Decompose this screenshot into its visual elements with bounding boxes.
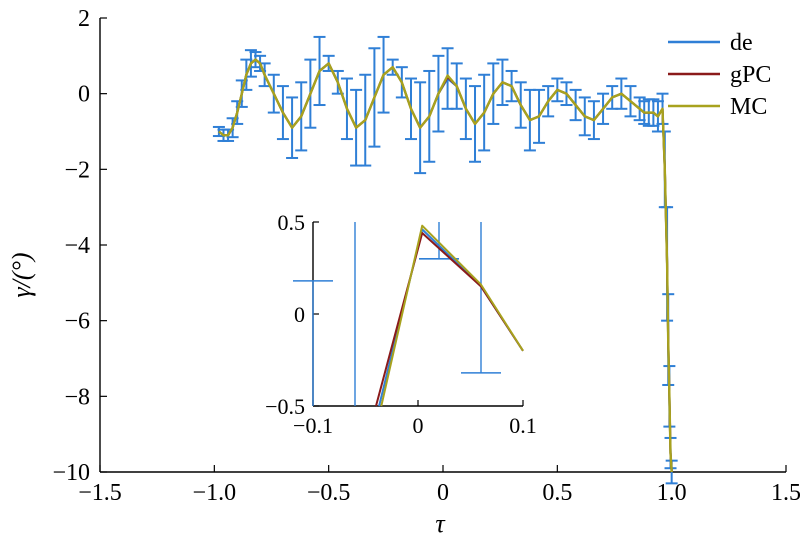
inset-x-tick-label: 0.1 <box>509 413 537 438</box>
y-tick-label: 2 <box>78 6 90 32</box>
x-tick-label: 0.5 <box>542 480 572 506</box>
inset-background <box>313 222 523 406</box>
legend-label: MC <box>730 94 767 120</box>
y-axis-label: γ/(°) <box>7 252 36 297</box>
legend-label: de <box>730 30 753 56</box>
x-tick-label: −0.5 <box>307 480 351 506</box>
inset-series-line-MC <box>380 224 524 407</box>
y-tick-label: −10 <box>52 460 90 486</box>
legend-item-MC: MC <box>668 94 767 120</box>
main-series <box>218 58 673 473</box>
inset-x-tick-label: 0 <box>413 413 424 438</box>
y-tick-label: −8 <box>64 384 90 410</box>
inset-x-tick-label: −0.1 <box>293 413 333 438</box>
x-axis-label: τ <box>435 509 446 538</box>
legend-label: gPC <box>730 62 771 88</box>
inset-errorbar <box>461 222 501 374</box>
x-tick-label: −1.0 <box>193 480 237 506</box>
series-line-MC <box>218 58 673 473</box>
x-tick-label: 1.5 <box>771 480 800 506</box>
x-tick-label: −1.5 <box>78 480 122 506</box>
legend: de gPC MC <box>668 30 771 120</box>
x-tick-label: 0 <box>437 480 449 506</box>
inset-y-tick-label: 0.5 <box>278 210 306 235</box>
y-tick-label: 0 <box>78 82 90 108</box>
y-tick-label: −2 <box>64 157 90 183</box>
inset-plot: −0.1 0 0.1 0.5 0 −0.5 <box>265 210 537 438</box>
inset-y-tick-label: 0 <box>294 302 305 327</box>
inset-errorbar <box>293 280 333 406</box>
legend-item-de: de <box>668 30 753 56</box>
y-tick-label: −4 <box>64 233 90 259</box>
legend-item-gPC: gPC <box>668 62 771 88</box>
y-tick-label: −6 <box>64 309 90 335</box>
inset-y-tick-label: −0.5 <box>265 394 305 419</box>
